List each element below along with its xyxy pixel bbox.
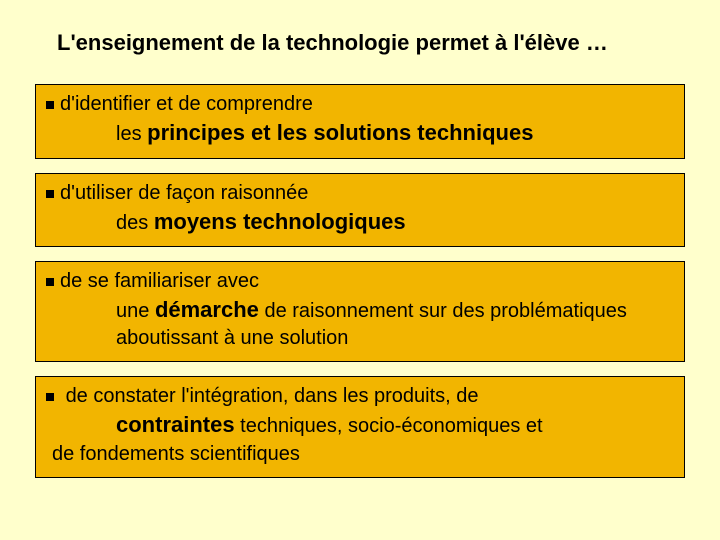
point-lead: d'identifier et de comprendre [46,91,674,117]
bullet-icon [46,393,54,401]
lead-text: d'identifier et de comprendre [60,93,313,115]
point-extra: de fondements scientifiques [46,441,674,467]
sub-pre: une [116,300,155,322]
sub-strong: principes et les solutions techniques [147,120,533,145]
bullet-icon [46,101,54,109]
sub-strong: contraintes [116,412,235,437]
slide-title: L'enseignement de la technologie permet … [35,30,685,56]
point-lead: d'utiliser de façon raisonnée [46,180,674,206]
bullet-icon [46,190,54,198]
point-lead: de constater l'intégration, dans les pro… [46,383,674,409]
point-sub: des moyens technologiques [46,208,674,237]
point-box-3: de se familiariser avec une démarche de … [35,261,685,362]
sub-post: techniques, socio-économiques et [235,415,543,437]
point-sub: une démarche de raisonnement sur des pro… [46,296,674,351]
point-box-1: d'identifier et de comprendre les princi… [35,84,685,159]
point-box-4: de constater l'intégration, dans les pro… [35,376,685,479]
point-sub: les principes et les solutions technique… [46,119,674,148]
lead-text: d'utiliser de façon raisonnée [60,182,308,204]
point-sub: contraintes techniques, socio-économique… [46,411,674,440]
sub-pre: les [116,123,147,145]
lead-text: de constater l'intégration, dans les pro… [66,385,479,407]
sub-strong: démarche [155,297,259,322]
point-lead: de se familiariser avec [46,268,674,294]
point-box-2: d'utiliser de façon raisonnée des moyens… [35,173,685,248]
lead-text: de se familiariser avec [60,270,259,292]
sub-pre: des [116,212,154,234]
bullet-icon [46,278,54,286]
sub-strong: moyens technologiques [154,209,406,234]
